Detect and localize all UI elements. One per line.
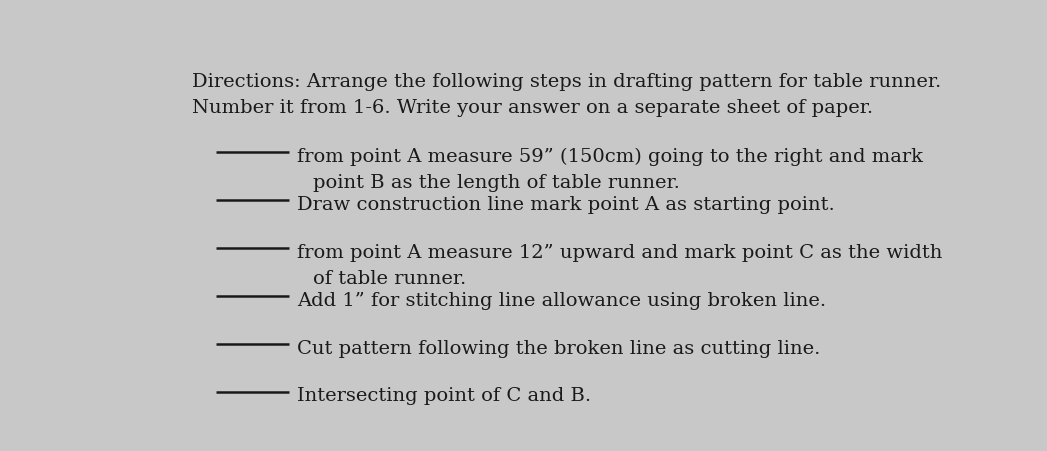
Text: Number it from 1-6. Write your answer on a separate sheet of paper.: Number it from 1-6. Write your answer on… <box>192 99 873 117</box>
Text: Add 1” for stitching line allowance using broken line.: Add 1” for stitching line allowance usin… <box>297 292 826 310</box>
Text: Intersecting point of C and B.: Intersecting point of C and B. <box>297 387 592 405</box>
Text: Directions: Arrange the following steps in drafting pattern for table runner.: Directions: Arrange the following steps … <box>192 73 941 91</box>
Text: from point A measure 12” upward and mark point C as the width: from point A measure 12” upward and mark… <box>297 244 942 262</box>
Text: from point A measure 59” (150cm) going to the right and mark: from point A measure 59” (150cm) going t… <box>297 148 923 166</box>
Text: of table runner.: of table runner. <box>313 270 467 288</box>
Text: Cut pattern following the broken line as cutting line.: Cut pattern following the broken line as… <box>297 340 821 358</box>
Text: point B as the length of table runner.: point B as the length of table runner. <box>313 174 681 192</box>
Text: Draw construction line mark point A as starting point.: Draw construction line mark point A as s… <box>297 196 834 214</box>
